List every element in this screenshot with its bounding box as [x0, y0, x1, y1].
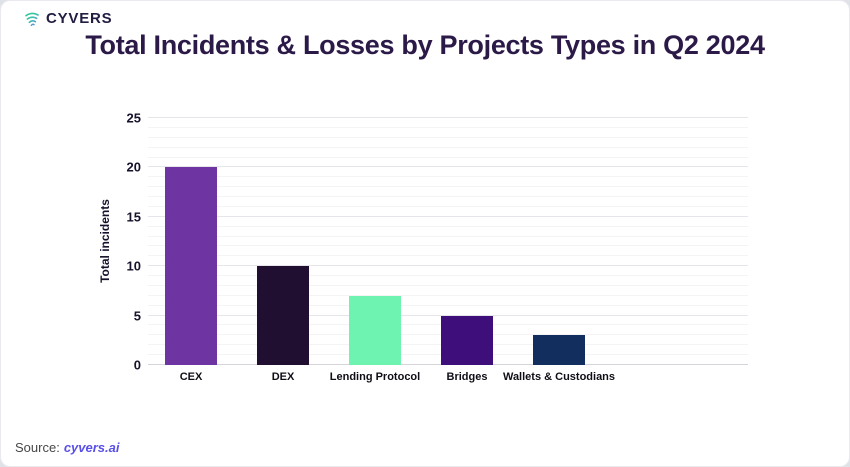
y-tick-label: 10 [126, 258, 141, 274]
gridline [148, 314, 748, 316]
cyvers-logo: CYVERS [24, 10, 113, 27]
gridline [148, 255, 748, 257]
gridline [148, 294, 748, 296]
x-category-label: Bridges [446, 371, 488, 383]
y-tick-label: 20 [126, 159, 141, 175]
chart-title: Total Incidents & Losses by Projects Typ… [85, 30, 765, 60]
gridline [148, 205, 748, 207]
y-tick-label: 0 [133, 357, 141, 373]
gridline [148, 196, 748, 198]
plot-area [148, 117, 748, 365]
source-line: Source: cyvers.ai [15, 440, 119, 455]
gridline [148, 136, 748, 138]
gridline [148, 235, 748, 237]
gridline [148, 186, 748, 188]
cyvers-swirl-icon [24, 11, 40, 27]
x-category-label: Lending Protocol [329, 371, 421, 383]
gridline [148, 117, 748, 118]
gridline [148, 176, 748, 178]
gridline [148, 304, 748, 306]
gridline [148, 126, 748, 128]
gridline [148, 156, 748, 158]
bar-cex [165, 167, 217, 365]
y-tick-label: 15 [126, 209, 141, 225]
gridline [148, 265, 748, 267]
bar-wallets-custodians [533, 335, 585, 365]
logo-wordmark: CYVERS [46, 10, 113, 27]
bar-lending-protocol [349, 295, 401, 365]
gridline [148, 166, 748, 168]
x-category-label: DEX [271, 371, 295, 383]
source-link[interactable]: cyvers.ai [63, 440, 120, 455]
gridline [148, 245, 748, 247]
source-label: Source: [15, 440, 60, 455]
x-axis-labels: CEX DEX Lending Protocol Bridges Wallets & C… [148, 371, 748, 389]
gridline [148, 225, 748, 227]
y-axis-ticks: 0 5 10 15 20 25 [1, 111, 141, 373]
x-category-label: CEX [179, 371, 203, 383]
y-tick-label: 5 [133, 308, 141, 324]
gridline [148, 275, 748, 277]
y-tick-label: 25 [126, 110, 141, 126]
bar-dex [257, 266, 309, 365]
x-category-label: Wallets & Custodians [502, 371, 616, 383]
gridline [148, 215, 748, 217]
bar-bridges [441, 315, 493, 365]
gridline [148, 146, 748, 148]
gridline [148, 284, 748, 286]
